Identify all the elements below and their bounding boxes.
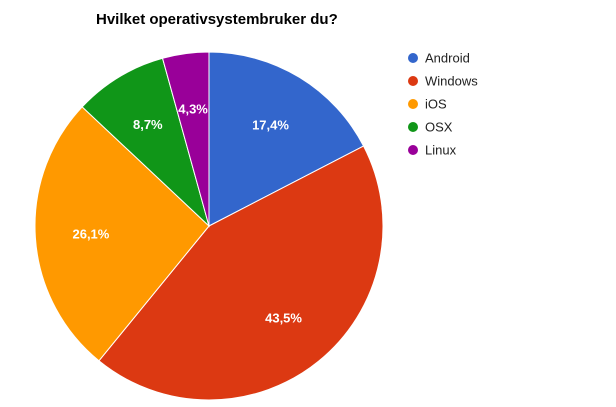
pie-slice-ios	[34, 106, 210, 362]
legend-swatch-linux	[408, 145, 418, 155]
legend-swatch-windows	[408, 76, 418, 86]
legend-label-ios: iOS	[425, 97, 447, 112]
legend-swatch-osx	[408, 122, 418, 132]
legend-item-ios: iOS	[408, 97, 447, 112]
pie-slice-label-windows: 43,5%	[265, 310, 302, 325]
pie-slice-osx	[81, 57, 210, 228]
pie-slice-label-osx: 8,7%	[133, 117, 163, 132]
legend-label-linux: Linux	[425, 143, 457, 158]
legend-item-android: Android	[408, 51, 470, 66]
legend-label-osx: OSX	[425, 120, 453, 135]
legend-swatch-ios	[408, 99, 418, 109]
pie-slice-label-linux: 4,3%	[178, 101, 208, 116]
legend-item-osx: OSX	[408, 120, 453, 135]
legend-item-linux: Linux	[408, 143, 457, 158]
chart-title: Hvilket operativsystembruker du?	[96, 11, 338, 28]
pie-slice-linux	[161, 51, 210, 227]
legend-label-android: Android	[425, 51, 470, 66]
pie-slice-label-ios: 26,1%	[72, 226, 109, 241]
chart-legend: Android Windows iOS OSX Linux	[408, 51, 478, 158]
pie-slice-windows	[98, 145, 384, 401]
pie-slices	[34, 51, 384, 401]
pie-slice-labels: 17,4% 43,5% 26,1% 8,7% 4,3%	[72, 101, 302, 325]
pie-slice-label-android: 17,4%	[252, 117, 289, 132]
legend-swatch-android	[408, 53, 418, 63]
pie-slice-android	[208, 51, 365, 227]
legend-label-windows: Windows	[425, 74, 478, 89]
legend-item-windows: Windows	[408, 74, 478, 89]
